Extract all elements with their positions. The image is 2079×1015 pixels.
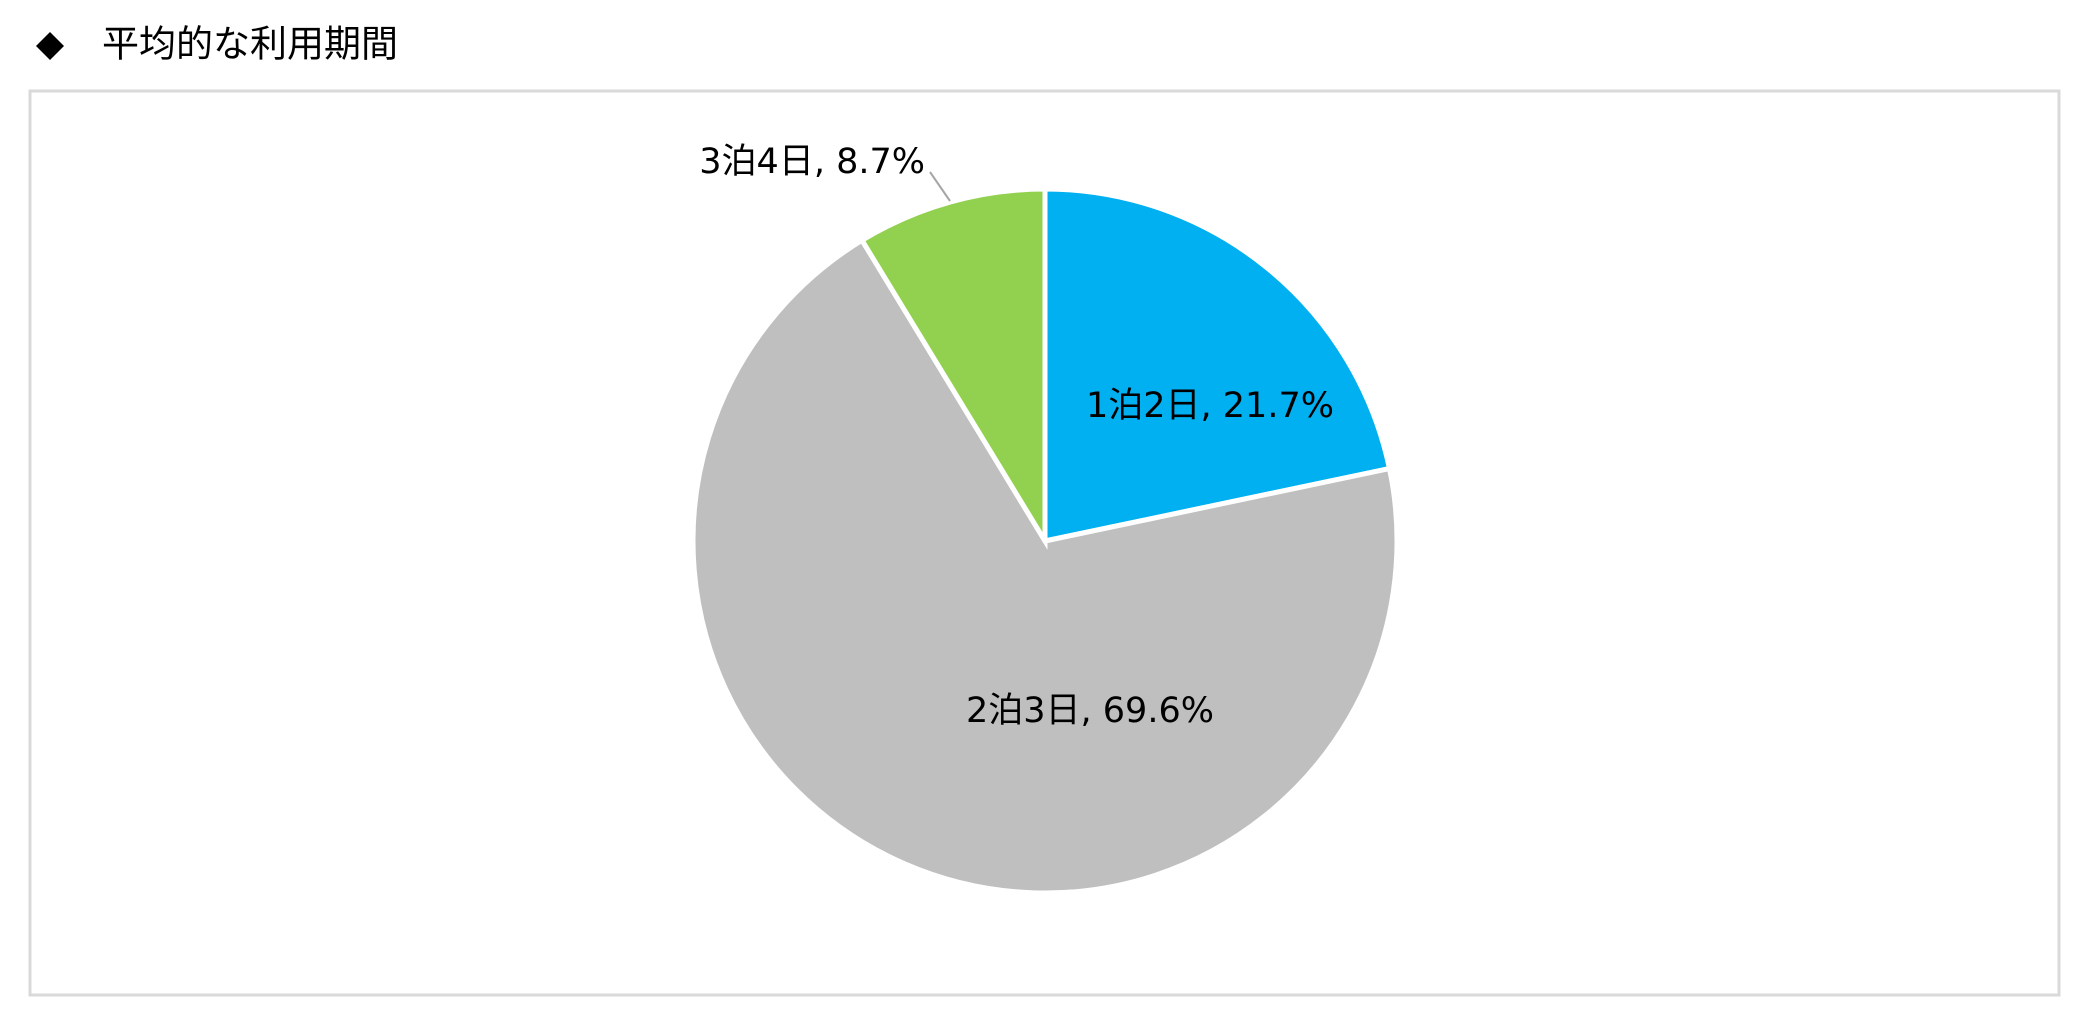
title-bullet [36, 32, 64, 60]
pie-slice [690, 236, 1400, 896]
data-label: 2泊3日, 69.6% [966, 691, 1214, 731]
leader-line [929, 171, 951, 202]
data-label: 1泊2日, 21.7% [1086, 386, 1334, 426]
pie-slice [1042, 186, 1393, 545]
chart-title: 平均的な利用期間 [102, 23, 398, 66]
data-label: 3泊4日, 8.7% [699, 142, 925, 182]
pie-slice [858, 186, 1048, 550]
